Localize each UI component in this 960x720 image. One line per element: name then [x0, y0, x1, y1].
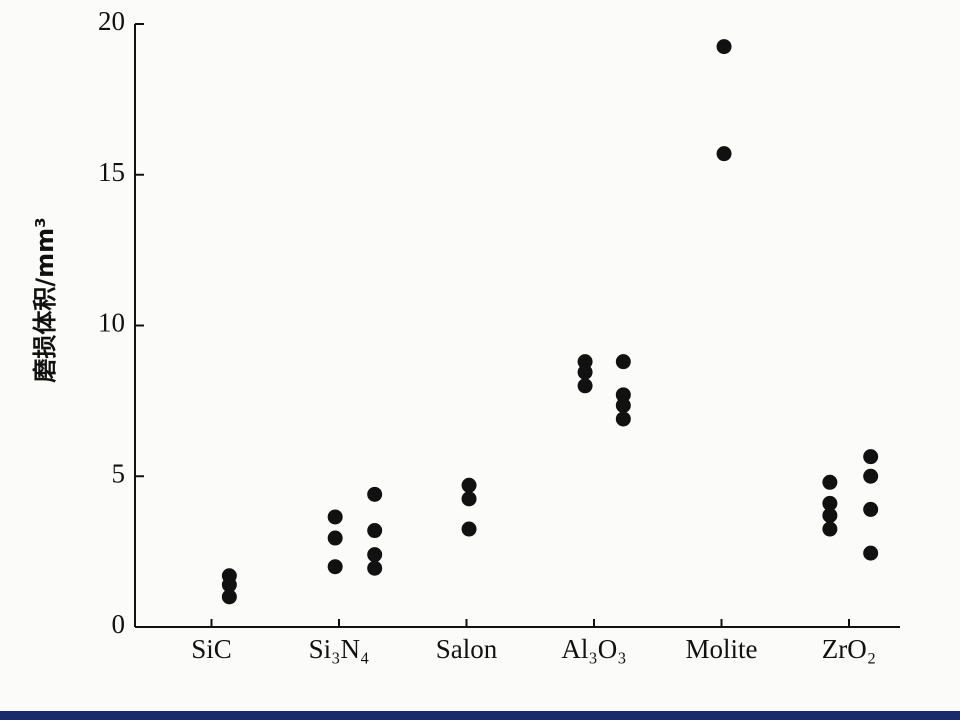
x-tick-label: ZrO₂: [822, 634, 876, 664]
point: [615, 387, 631, 403]
point: [822, 521, 838, 537]
point: [327, 509, 343, 525]
point: [327, 559, 343, 575]
point: [461, 521, 477, 537]
y-tick-label: 20: [98, 6, 125, 36]
point: [461, 491, 477, 507]
x-tick-label: Al₃O₃: [561, 634, 626, 664]
bottom-bar: [0, 711, 960, 720]
x-tick-label: SiC: [191, 634, 232, 664]
point: [615, 397, 631, 413]
y-tick-label: 15: [98, 157, 125, 187]
point: [327, 530, 343, 546]
point: [577, 364, 593, 380]
point: [716, 146, 732, 162]
y-tick-label: 10: [98, 308, 125, 338]
point: [615, 354, 631, 370]
point: [221, 589, 237, 605]
point: [863, 501, 879, 517]
point: [577, 354, 593, 370]
point: [716, 39, 732, 55]
x-tick-label: Molite: [686, 634, 758, 664]
point: [461, 477, 477, 493]
point: [615, 411, 631, 427]
y-axis-label: 磨损体积/mm³: [31, 217, 59, 382]
y-tick-label: 5: [112, 458, 126, 488]
point: [863, 468, 879, 484]
x-tick-label: Salon: [436, 634, 498, 664]
x-tick-label: Si₃N₄: [309, 634, 370, 664]
point: [822, 474, 838, 490]
point: [863, 449, 879, 465]
point: [863, 545, 879, 561]
point: [367, 560, 383, 576]
point: [577, 378, 593, 394]
point: [221, 577, 237, 593]
point: [822, 507, 838, 523]
point: [822, 495, 838, 511]
y-tick-label: 0: [112, 609, 126, 639]
point: [367, 547, 383, 563]
point: [367, 523, 383, 539]
point: [367, 486, 383, 502]
